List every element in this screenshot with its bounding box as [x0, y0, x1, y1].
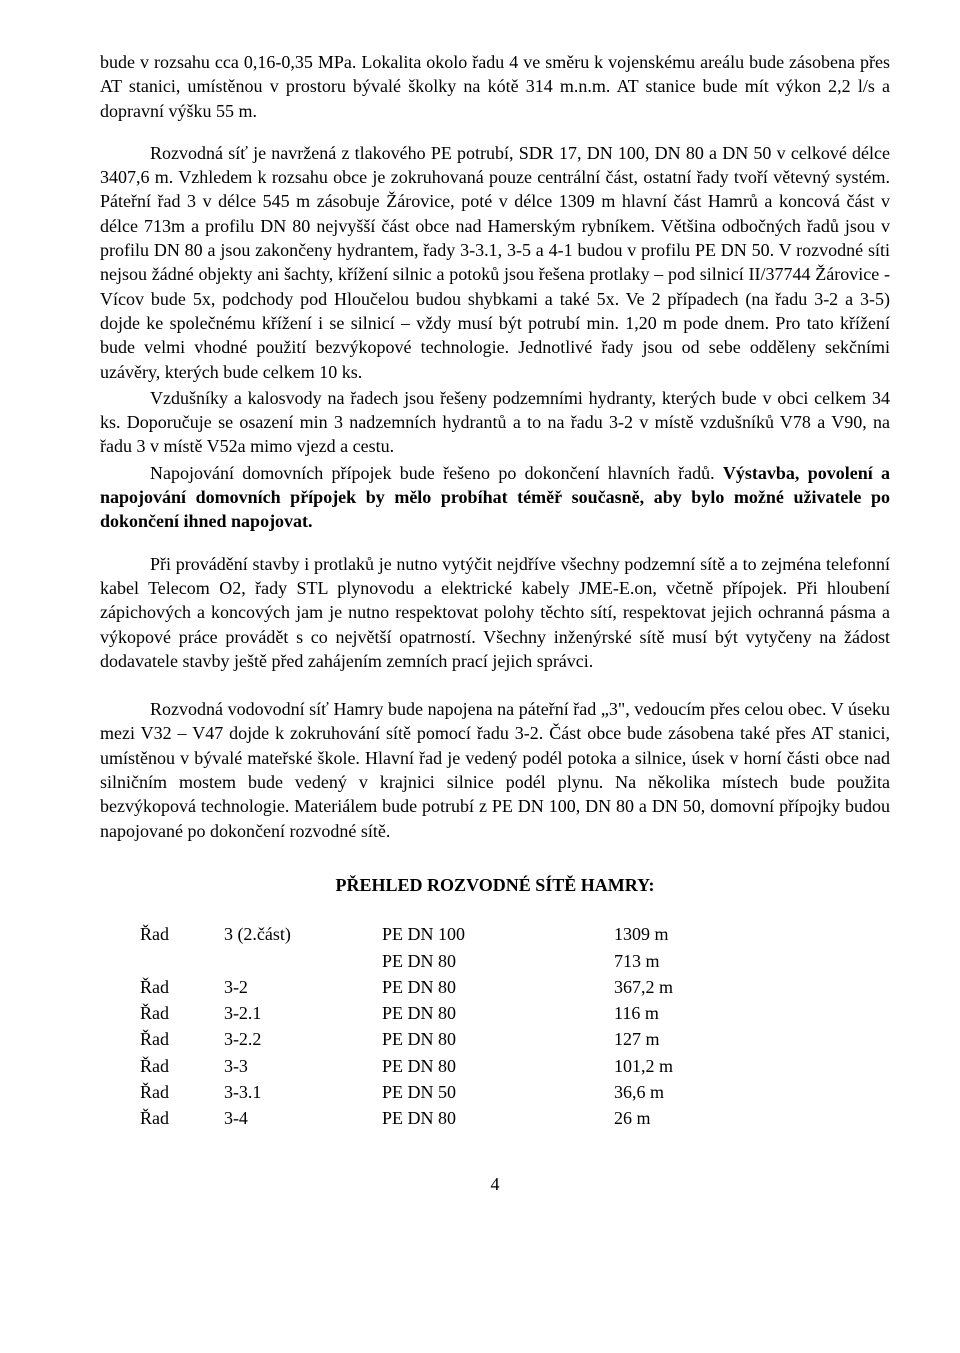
table-row: Řad 3-2 PE DN 80 367,2 m	[140, 974, 772, 1000]
cell-id: 3-2.2	[224, 1026, 382, 1052]
cell-material: PE DN 80	[382, 1026, 614, 1052]
overview-table: Řad 3 (2.část) PE DN 100 1309 m PE DN 80…	[140, 921, 772, 1131]
paragraph-1: bude v rozsahu cca 0,16-0,35 MPa. Lokali…	[100, 50, 890, 123]
cell-id: 3-2.1	[224, 1000, 382, 1026]
table-row: Řad 3-3.1 PE DN 50 36,6 m	[140, 1079, 772, 1105]
cell-length: 101,2 m	[614, 1053, 772, 1079]
cell-material: PE DN 80	[382, 974, 614, 1000]
cell-length: 36,6 m	[614, 1079, 772, 1105]
cell-material: PE DN 50	[382, 1079, 614, 1105]
paragraph-4: Napojování domovních přípojek bude řešen…	[100, 461, 890, 534]
cell-length: 1309 m	[614, 921, 772, 947]
cell-label: Řad	[140, 1000, 224, 1026]
cell-label: Řad	[140, 1105, 224, 1131]
table-row: Řad 3-4 PE DN 80 26 m	[140, 1105, 772, 1131]
cell-id: 3-3.1	[224, 1079, 382, 1105]
paragraph-6: Rozvodná vodovodní síť Hamry bude napoje…	[100, 697, 890, 843]
table-heading: PŘEHLED ROZVODNÉ SÍTĚ HAMRY:	[100, 873, 890, 897]
cell-label: Řad	[140, 921, 224, 947]
cell-label: Řad	[140, 1053, 224, 1079]
cell-length: 367,2 m	[614, 974, 772, 1000]
cell-label: Řad	[140, 1026, 224, 1052]
cell-material: PE DN 80	[382, 948, 614, 974]
table-row: Řad 3-2.1 PE DN 80 116 m	[140, 1000, 772, 1026]
cell-material: PE DN 80	[382, 1105, 614, 1131]
cell-material: PE DN 80	[382, 1000, 614, 1026]
cell-id	[224, 948, 382, 974]
paragraph-4a: Napojování domovních přípojek bude řešen…	[150, 463, 723, 483]
cell-label: Řad	[140, 1079, 224, 1105]
cell-label: Řad	[140, 974, 224, 1000]
cell-length: 26 m	[614, 1105, 772, 1131]
cell-id: 3-4	[224, 1105, 382, 1131]
cell-length: 127 m	[614, 1026, 772, 1052]
cell-label	[140, 948, 224, 974]
paragraph-3: Vzdušníky a kalosvody na řadech jsou řeš…	[100, 386, 890, 459]
cell-id: 3 (2.část)	[224, 921, 382, 947]
cell-length: 116 m	[614, 1000, 772, 1026]
table-row: Řad 3-2.2 PE DN 80 127 m	[140, 1026, 772, 1052]
paragraph-5: Při provádění stavby i protlaků je nutno…	[100, 552, 890, 673]
cell-material: PE DN 80	[382, 1053, 614, 1079]
table-row: Řad 3-3 PE DN 80 101,2 m	[140, 1053, 772, 1079]
cell-material: PE DN 100	[382, 921, 614, 947]
table-row: PE DN 80 713 m	[140, 948, 772, 974]
cell-id: 3-2	[224, 974, 382, 1000]
page-number: 4	[100, 1172, 890, 1196]
table-row: Řad 3 (2.část) PE DN 100 1309 m	[140, 921, 772, 947]
paragraph-2: Rozvodná síť je navržená z tlakového PE …	[100, 141, 890, 384]
cell-id: 3-3	[224, 1053, 382, 1079]
cell-length: 713 m	[614, 948, 772, 974]
